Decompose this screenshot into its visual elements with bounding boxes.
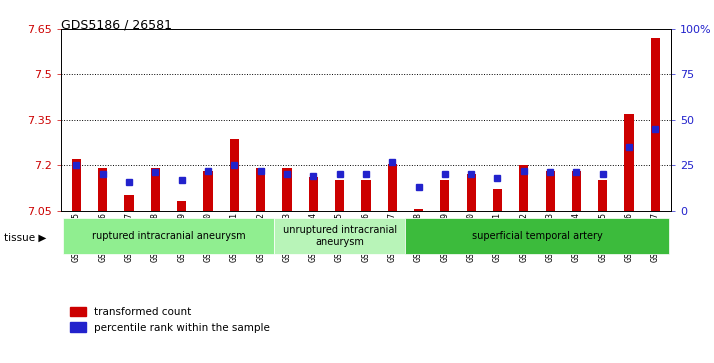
Bar <box>361 180 371 211</box>
Legend: transformed count, percentile rank within the sample: transformed count, percentile rank withi… <box>66 303 274 337</box>
Bar <box>572 171 581 211</box>
Bar <box>274 218 406 254</box>
Bar <box>177 201 186 211</box>
Bar <box>493 189 502 211</box>
Bar <box>414 209 423 211</box>
Bar <box>124 195 134 211</box>
Text: ruptured intracranial aneurysm: ruptured intracranial aneurysm <box>92 231 246 241</box>
Text: tissue ▶: tissue ▶ <box>4 233 46 243</box>
Bar <box>230 139 239 211</box>
Bar <box>545 171 555 211</box>
Bar <box>64 218 274 254</box>
Bar <box>282 168 291 211</box>
Bar <box>650 38 660 211</box>
Text: superficial temporal artery: superficial temporal artery <box>471 231 603 241</box>
Bar <box>441 180 450 211</box>
Bar <box>72 159 81 211</box>
Bar <box>335 180 344 211</box>
Text: GDS5186 / 26581: GDS5186 / 26581 <box>61 18 171 31</box>
Bar <box>519 165 528 211</box>
Bar <box>388 164 397 211</box>
Bar <box>598 180 608 211</box>
Bar <box>151 168 160 211</box>
Text: unruptured intracranial
aneurysm: unruptured intracranial aneurysm <box>283 225 397 247</box>
Bar <box>256 168 266 211</box>
Bar <box>466 174 476 211</box>
Bar <box>406 218 668 254</box>
Bar <box>203 171 213 211</box>
Bar <box>625 114 633 211</box>
Bar <box>308 177 318 211</box>
Bar <box>99 168 107 211</box>
